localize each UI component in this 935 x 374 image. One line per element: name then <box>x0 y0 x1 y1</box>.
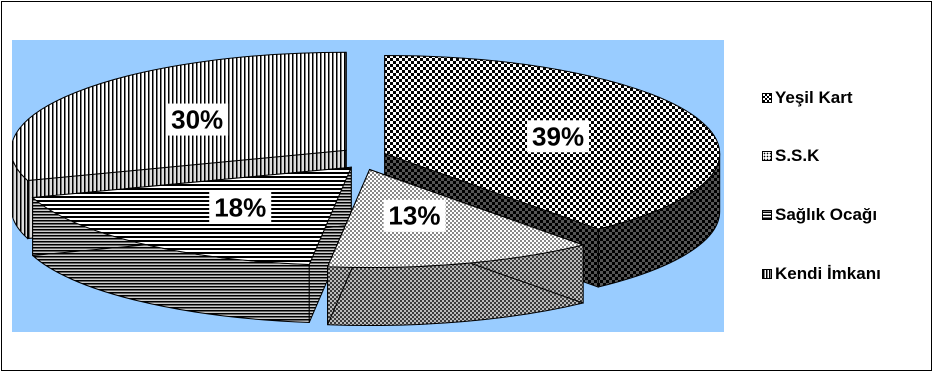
legend-swatch-saglik-ocagi <box>762 210 772 220</box>
legend-swatch-ssk <box>762 151 772 161</box>
data-label-box-yesil-kart <box>527 120 590 153</box>
data-label-yesil-kart: 39% <box>532 121 584 151</box>
legend-label-saglik-ocagi: Sağlık Ocağı <box>775 205 878 224</box>
legend-label-ssk: S.S.K <box>775 146 820 165</box>
slice-top-ssk <box>326 168 585 269</box>
data-label-kendi-imkani: 30% <box>171 105 223 135</box>
data-label-ssk: 13% <box>388 201 440 231</box>
legend-item-saglik-ocagi: Sağlık Ocağı <box>762 205 877 225</box>
legend-item-ssk: S.S.K <box>762 146 819 166</box>
legend-label-yesil-kart: Yeşil Kart <box>775 88 853 107</box>
slice-top-saglik-ocagi <box>31 166 353 265</box>
data-label-box-saglik-ocagi <box>209 191 272 224</box>
legend-item-kendi-imkani: Kendi İmkanı <box>762 264 881 284</box>
legend-item-yesil-kart: Yeşil Kart <box>762 88 853 108</box>
data-label-box-kendi-imkani <box>166 103 229 136</box>
pie-chart: 39% 13% 18% 30% <box>12 51 721 327</box>
plot-area: 39% 13% 18% 30% <box>12 40 724 332</box>
pie-slices <box>12 51 721 327</box>
data-label-box-ssk <box>383 199 446 232</box>
slice-saglik-ocagi <box>31 166 353 323</box>
legend-label-kendi-imkani: Kendi İmkanı <box>775 264 881 283</box>
data-label-saglik-ocagi: 18% <box>214 193 266 223</box>
legend-swatch-yesil-kart <box>762 93 772 103</box>
pie-data-labels: 39% 13% 18% 30% <box>166 103 590 232</box>
legend-swatch-kendi-imkani <box>762 269 772 279</box>
